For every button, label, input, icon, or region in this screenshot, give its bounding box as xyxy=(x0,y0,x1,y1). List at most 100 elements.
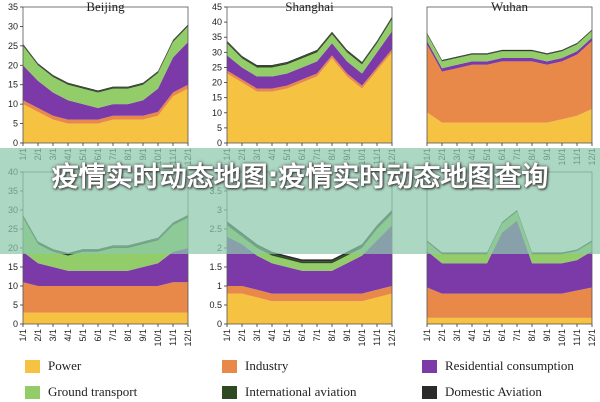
area-domestic-aviation xyxy=(227,16,392,66)
y-tick-label: 1.5 xyxy=(209,262,222,272)
banner-text: 疫情实时动态地图:疫情实时动态地图查询 xyxy=(51,162,549,193)
x-tick-label: 12/1 xyxy=(183,329,193,347)
x-tick-label: 3/1 xyxy=(252,329,262,342)
area-ground-transport xyxy=(227,19,392,77)
legend-item-ground-transport: Ground transport xyxy=(25,382,137,402)
area-ground-transport xyxy=(23,217,188,271)
panel-5: 1/1 2/1 3/1 4/1 5/1 6/1 7/1 8/1 9/1 10/1 11/1 12/1 xyxy=(422,171,597,347)
legend-item-industry: Industry xyxy=(222,356,288,376)
x-tick-label: 2/1 xyxy=(33,329,43,342)
y-tick-label: 0 xyxy=(217,138,222,148)
area-ground-transport xyxy=(427,30,592,69)
x-tick-label: 11/1 xyxy=(168,329,178,346)
x-tick-label: 5/1 xyxy=(78,329,88,342)
legend-swatch xyxy=(222,359,237,373)
panel-2: 1/12/13/14/15/16/17/18/19/110/111/112/1W… xyxy=(422,0,597,166)
x-tick-label: 11/1 xyxy=(372,329,382,346)
legend-swatch xyxy=(25,385,40,399)
legend-swatch xyxy=(422,385,437,399)
y-tick-label: 20 xyxy=(8,60,18,70)
y-tick-label: 1 xyxy=(217,281,222,291)
x-tick-label: 11/1 xyxy=(572,329,582,346)
legend-item-domestic-aviation: Domestic Aviation xyxy=(422,382,542,402)
x-tick-label: 7/1 xyxy=(312,329,322,342)
x-tick-label: 4/1 xyxy=(63,329,73,342)
x-tick-label: 3/1 xyxy=(48,329,58,342)
legend-swatch xyxy=(222,385,237,399)
area-residential-consumption xyxy=(23,248,188,286)
x-tick-label: 1/1 xyxy=(422,329,432,342)
x-tick-label: 3/1 xyxy=(452,329,462,342)
y-tick-label: 30 xyxy=(8,21,18,31)
area-ground-transport xyxy=(23,26,188,109)
legend-label: Ground transport xyxy=(48,384,138,399)
x-tick-label: 10/1 xyxy=(357,329,367,347)
y-tick-label: 5 xyxy=(13,119,18,129)
legend-label: Domestic Aviation xyxy=(445,384,542,399)
legend-label: Industry xyxy=(245,358,289,373)
legend-label: Power xyxy=(48,358,82,373)
legend-label: International aviation xyxy=(245,384,357,399)
y-tick-label: 40 xyxy=(212,17,222,27)
x-tick-label: 10/1 xyxy=(153,329,163,347)
y-tick-label: 15 xyxy=(212,93,222,103)
legend: Power Industry Residential consumption Grou… xyxy=(0,354,600,400)
x-tick-label: 9/1 xyxy=(138,329,148,342)
area-international-aviation xyxy=(227,17,392,68)
plot-frame xyxy=(426,6,593,144)
panel-title: Beijing xyxy=(86,0,125,14)
area-domestic-aviation xyxy=(427,29,592,61)
x-tick-label: 1/1 xyxy=(222,329,232,342)
y-tick-label: 35 xyxy=(8,2,18,12)
panel-title: Wuhan xyxy=(491,0,529,14)
y-tick-label: 25 xyxy=(8,41,18,51)
area-residential-consumption xyxy=(427,220,592,294)
area-ground-transport xyxy=(227,213,392,271)
x-tick-label: 12/1 xyxy=(387,329,397,347)
panel-0: 051015202530351/12/13/14/15/16/17/18/19/… xyxy=(8,0,193,166)
x-tick-label: 6/1 xyxy=(497,329,507,342)
area-power xyxy=(427,317,592,324)
y-tick-label: 30 xyxy=(212,47,222,57)
area-power xyxy=(23,88,188,143)
x-tick-label: 12/1 xyxy=(587,329,597,347)
x-tick-label: 7/1 xyxy=(108,329,118,342)
area-residential-consumption xyxy=(227,31,392,89)
x-tick-label: 1/1 xyxy=(18,329,28,342)
y-tick-label: 10 xyxy=(8,281,18,291)
y-tick-label: 5 xyxy=(217,123,222,133)
area-industry xyxy=(23,282,188,313)
legend-item-residential-consumption: Residential consumption xyxy=(422,356,574,376)
area-residential-consumption xyxy=(427,37,592,72)
x-tick-label: 2/1 xyxy=(437,329,447,342)
y-tick-label: 45 xyxy=(212,2,222,12)
y-tick-label: 0 xyxy=(13,138,18,148)
y-tick-label: 10 xyxy=(212,108,222,118)
y-tick-label: 15 xyxy=(8,262,18,272)
x-tick-label: 8/1 xyxy=(527,329,537,342)
x-tick-label: 6/1 xyxy=(93,329,103,342)
y-tick-label: 0.5 xyxy=(209,300,222,310)
area-power xyxy=(427,109,592,143)
legend-label: Residential consumption xyxy=(445,358,574,373)
overlay-banner: 疫情实时动态地图:疫情实时动态地图查询 xyxy=(0,148,600,254)
area-international-aviation xyxy=(427,30,592,62)
legend-swatch xyxy=(25,359,40,373)
plot-frame xyxy=(226,6,393,144)
x-tick-label: 7/1 xyxy=(512,329,522,342)
y-tick-label: 25 xyxy=(212,62,222,72)
x-tick-label: 10/1 xyxy=(557,329,567,347)
panel-1: 0510152025303540451/12/13/14/15/16/17/18… xyxy=(212,0,397,166)
x-tick-label: 2/1 xyxy=(237,329,247,342)
area-industry xyxy=(427,287,592,318)
y-tick-label: 5 xyxy=(13,300,18,310)
x-tick-label: 8/1 xyxy=(327,329,337,342)
legend-swatch xyxy=(422,359,437,373)
x-tick-label: 8/1 xyxy=(123,329,133,342)
plot-frame xyxy=(22,6,189,144)
y-tick-label: 0 xyxy=(13,319,18,329)
x-tick-label: 5/1 xyxy=(282,329,292,342)
area-power xyxy=(227,52,392,144)
x-tick-label: 9/1 xyxy=(542,329,552,342)
area-residential-consumption xyxy=(227,225,392,294)
